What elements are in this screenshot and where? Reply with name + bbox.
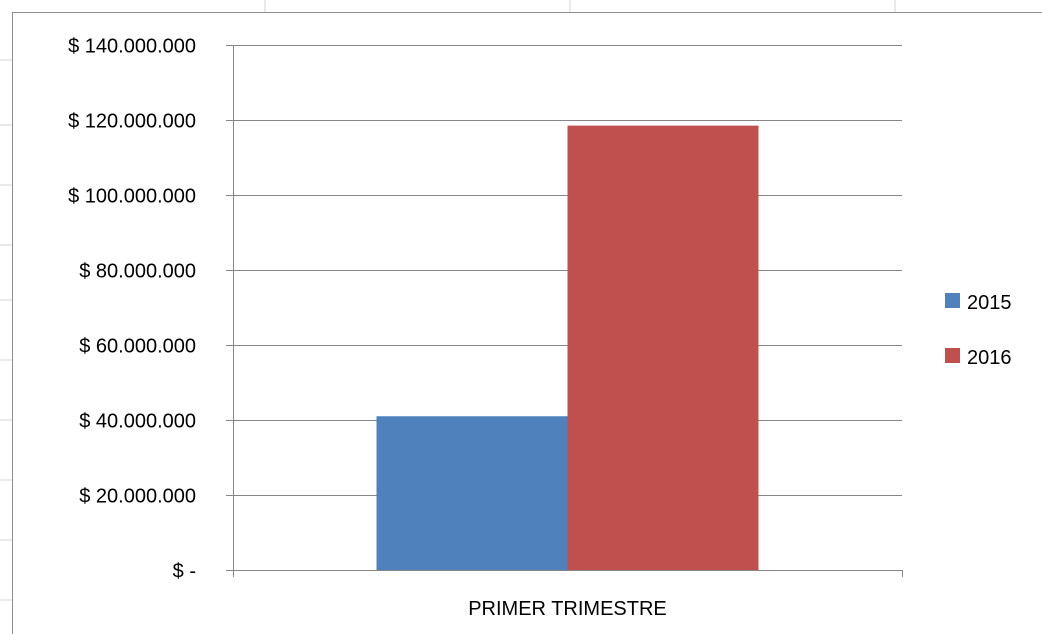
legend-label-2015: 2015 [967, 292, 1012, 314]
legend-swatch-2015 [945, 293, 960, 308]
bars [376, 125, 759, 570]
x-tick-label: PRIMER TRIMESTRE [468, 598, 667, 620]
bar-2016 [567, 125, 759, 570]
y-tick-label: $ 140.000.000 [68, 36, 196, 58]
y-axis-ticks: $ - $ 20.000.000 $ 40.000.000 $ 60.000.000 $… [68, 36, 233, 583]
y-tick-label: $ 20.000.000 [79, 486, 196, 508]
axes [233, 45, 903, 577]
bar-2015 [376, 416, 568, 570]
y-tick-label: $ - [173, 561, 196, 583]
legend-swatch-2016 [945, 348, 960, 363]
y-tick-label: $ 40.000.000 [79, 411, 196, 433]
y-tick-label: $ 80.000.000 [79, 261, 196, 283]
legend: 2015 2016 [945, 292, 1012, 369]
y-tick-label: $ 100.000.000 [68, 186, 196, 208]
y-tick-label: $ 120.000.000 [68, 111, 196, 133]
y-tick-label: $ 60.000.000 [79, 336, 196, 358]
x-axis-ticks: PRIMER TRIMESTRE [468, 598, 667, 620]
legend-label-2016: 2016 [967, 347, 1012, 369]
